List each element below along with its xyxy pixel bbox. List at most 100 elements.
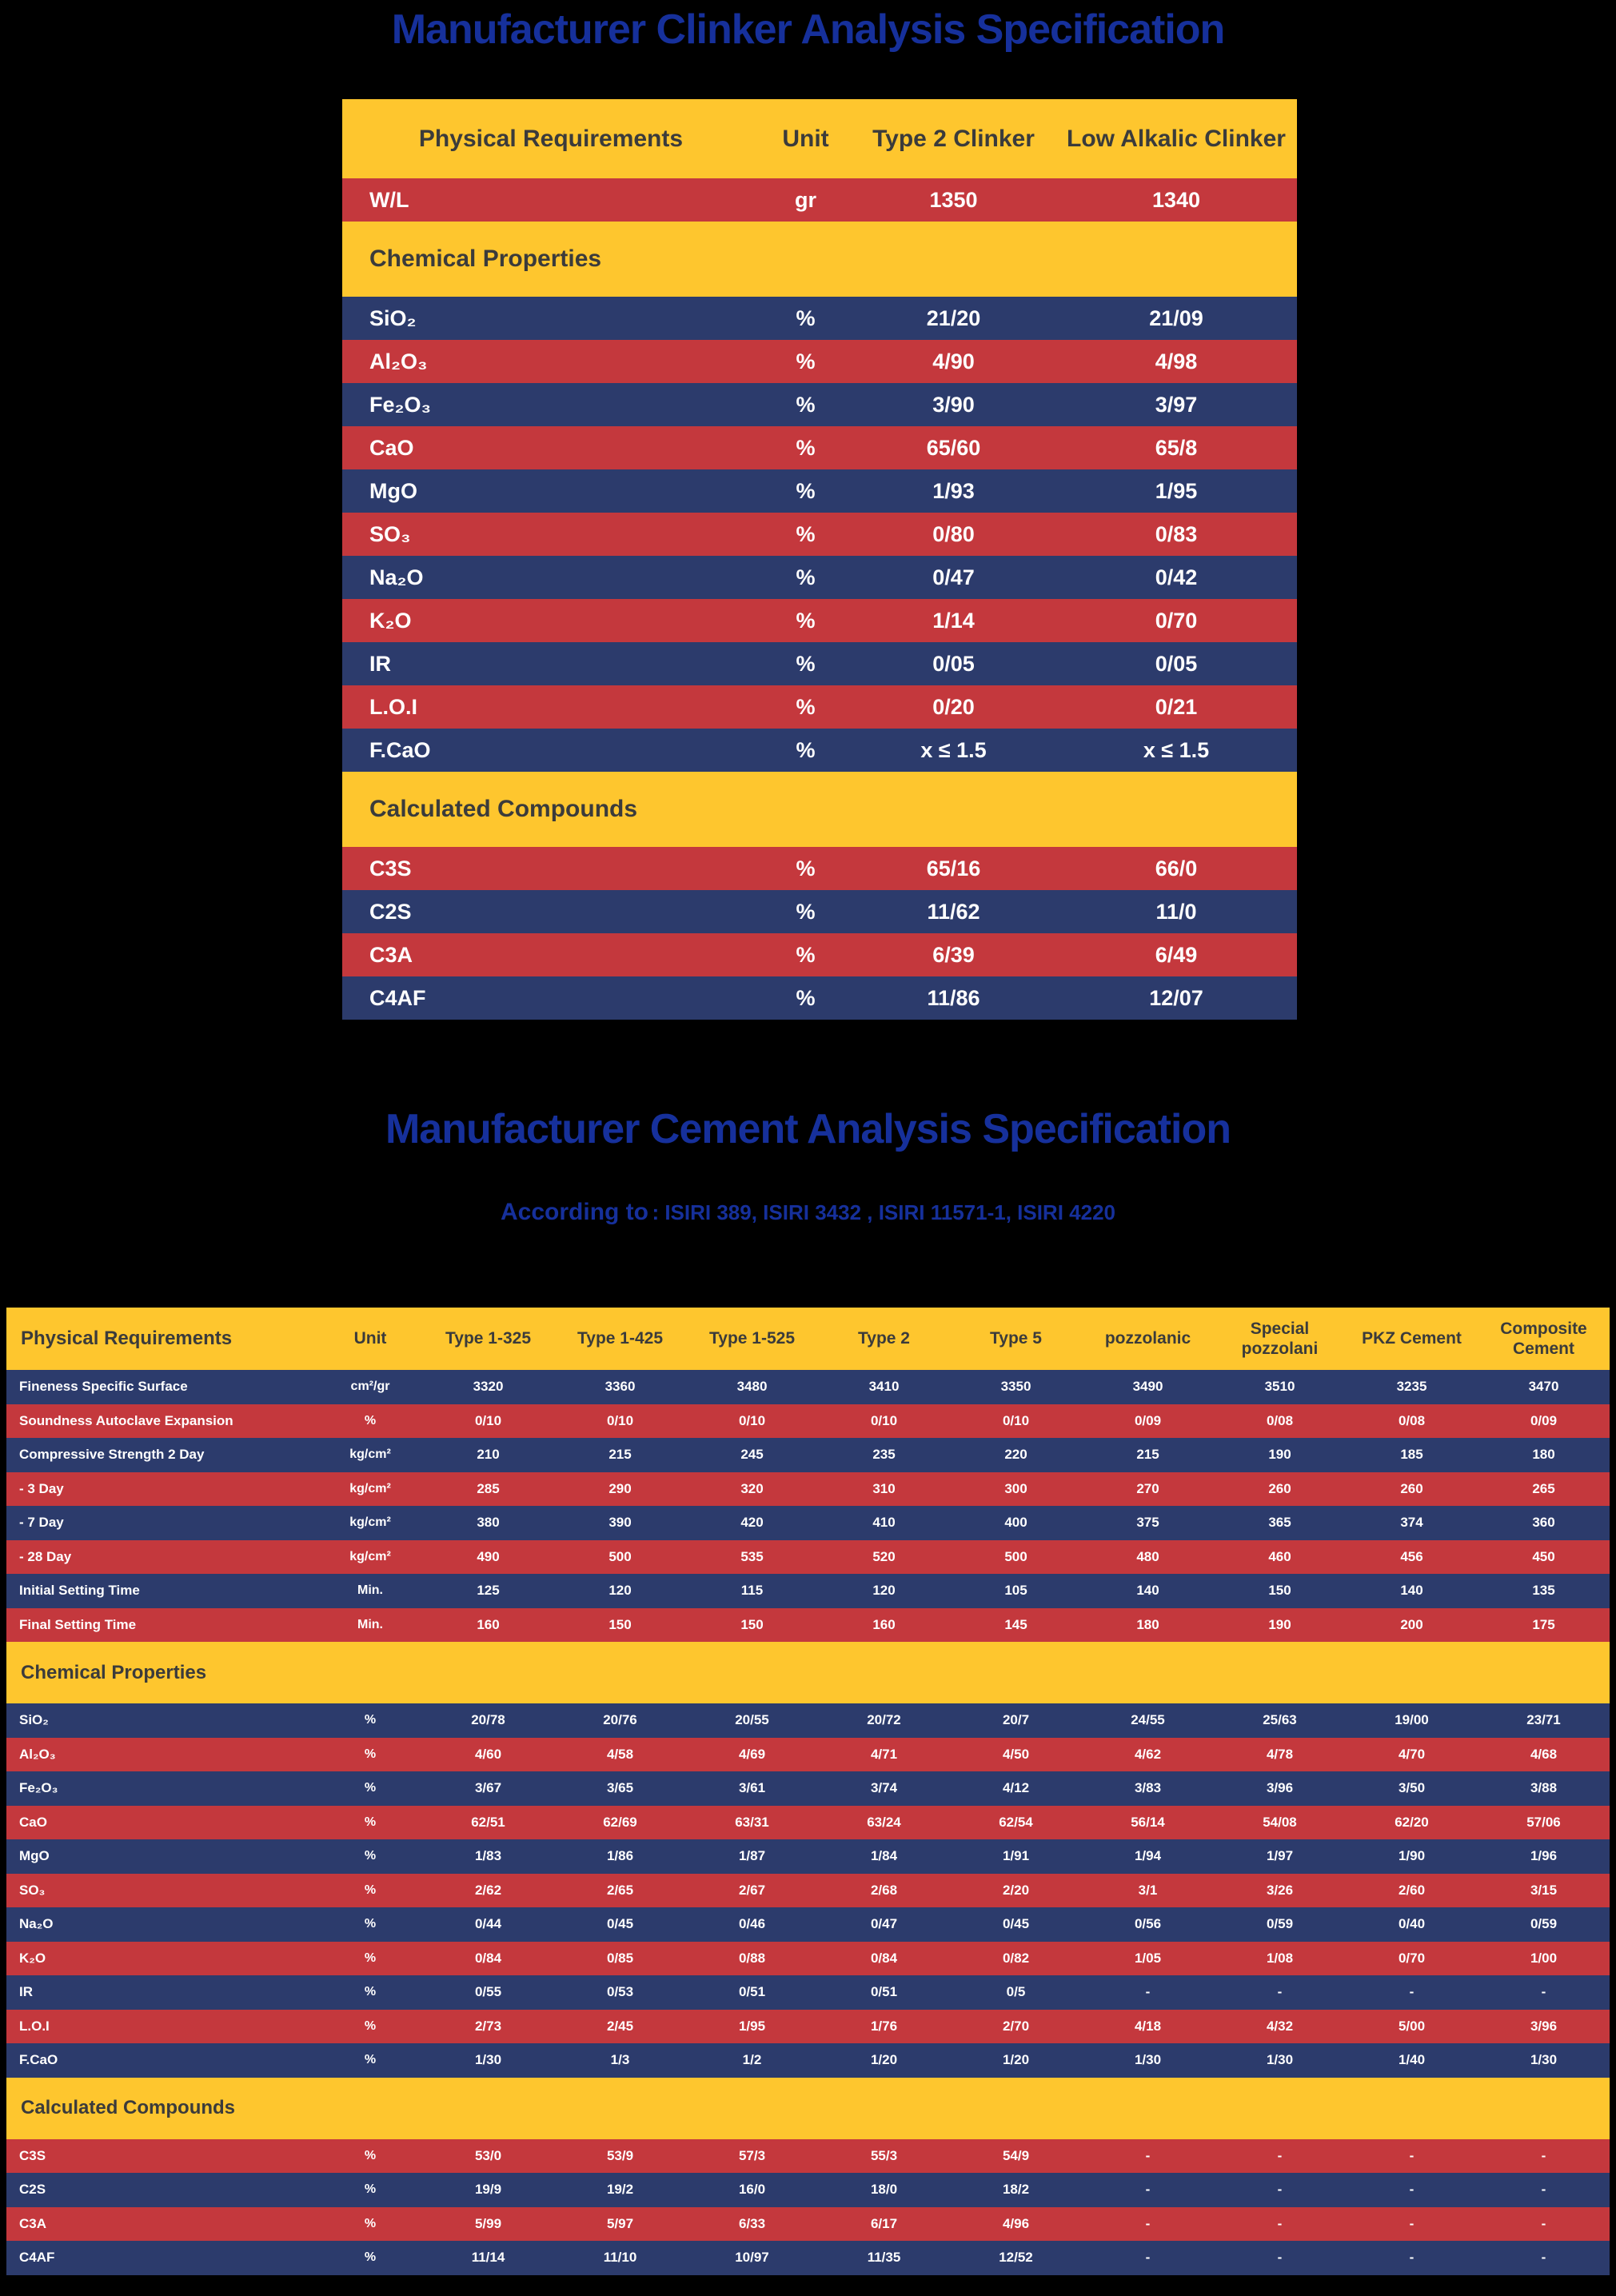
- table-row: C3S% 65/16 66/0: [342, 847, 1297, 890]
- row-label: L.O.I: [369, 694, 417, 719]
- row-value: 1/86: [606, 1848, 634, 1864]
- row-value: 1/14: [932, 608, 975, 633]
- row-value: x ≤ 1.5: [1143, 737, 1210, 762]
- row-value: 265: [1532, 1480, 1555, 1496]
- table-row: K₂O% 1/14 0/70: [342, 599, 1297, 642]
- row-value: 3320: [473, 1379, 504, 1395]
- row-value: 0/09: [1530, 1412, 1558, 1428]
- column-header: Type 1-325: [445, 1329, 531, 1348]
- row-value: 19/9: [474, 2182, 502, 2198]
- row-value: -: [1409, 2250, 1414, 2266]
- table-row: SO₃% 0/80 0/83: [342, 513, 1297, 556]
- row-value: 19/2: [606, 2182, 634, 2198]
- row-value: 0/20: [932, 694, 975, 719]
- row-unit: %: [796, 435, 816, 460]
- row-value: 4/18: [1134, 2018, 1162, 2034]
- row-value: 6/49: [1155, 942, 1198, 967]
- row-value: 4/71: [870, 1746, 898, 1762]
- row-value: 1/30: [1530, 2052, 1558, 2068]
- table-row: CaO% 62/51 62/69 63/31 63/24 62/54 56/14 54/08 6…: [6, 1805, 1610, 1839]
- row-value: 4/78: [1266, 1746, 1294, 1762]
- row-unit: %: [796, 392, 816, 417]
- row-value: 21/20: [926, 305, 981, 330]
- row-label: CaO: [369, 435, 414, 460]
- row-value: 1350: [929, 187, 978, 212]
- table-row: C3S% 53/0 53/9 57/3 55/3 54/9 - - - -: [6, 2138, 1610, 2173]
- column-header: Type 2: [858, 1329, 910, 1348]
- row-value: 400: [1004, 1515, 1027, 1531]
- row-value: 20/72: [867, 1712, 901, 1728]
- row-value: 360: [1532, 1515, 1555, 1531]
- row-value: 0/53: [606, 1984, 634, 2000]
- row-unit: %: [796, 856, 816, 880]
- row-value: 490: [477, 1548, 500, 1564]
- row-value: 3360: [605, 1379, 636, 1395]
- row-label: IR: [369, 651, 391, 676]
- table-row: K₂O% 0/84 0/85 0/88 0/84 0/82 1/05 1/08 0/70 1/00: [6, 1941, 1610, 1975]
- row-value: 380: [477, 1515, 500, 1531]
- row-value: 2/62: [474, 1882, 502, 1898]
- row-unit: kg/cm²: [349, 1447, 391, 1462]
- row-value: 0/80: [932, 521, 975, 546]
- row-label: Al₂O₃: [369, 349, 428, 373]
- row-value: 19/00: [1395, 1712, 1429, 1728]
- row-value: 1/95: [1155, 478, 1198, 503]
- row-value: 410: [872, 1515, 896, 1531]
- row-value: 20/7: [1002, 1712, 1030, 1728]
- table-row: Fineness Specific Surface cm²/gr 3320 3360 3…: [6, 1370, 1610, 1404]
- table-row: F.CaO% x ≤ 1.5 x ≤ 1.5: [342, 729, 1297, 772]
- row-value: -: [1409, 2215, 1414, 2231]
- row-label: C3A: [369, 942, 413, 967]
- row-value: 1/76: [870, 2018, 898, 2034]
- row-value: 4/58: [606, 1746, 634, 1762]
- table-row: MgO% 1/93 1/95: [342, 469, 1297, 513]
- row-value: -: [1277, 2147, 1283, 2163]
- row-value: 65/8: [1155, 435, 1198, 460]
- row-label: C2S: [19, 2182, 46, 2198]
- row-unit: %: [796, 985, 816, 1010]
- table-row: SO₃% 2/62 2/65 2/67 2/68 2/20 3/1 3/26 2/60 3/15: [6, 1873, 1610, 1907]
- row-value: 180: [1136, 1616, 1159, 1632]
- row-value: 3510: [1264, 1379, 1295, 1395]
- table-row: - 28 Day kg/cm² 490 500 535 520 500 480 460 456 45…: [6, 1539, 1610, 1574]
- row-value: 520: [872, 1548, 896, 1564]
- row-label: CaO: [19, 1814, 47, 1830]
- row-value: 456: [1400, 1548, 1423, 1564]
- row-value: 4/32: [1266, 2018, 1294, 2034]
- table-row: Fe₂O₃% 3/90 3/97: [342, 383, 1297, 426]
- column-header: PKZ Cement: [1362, 1329, 1462, 1348]
- row-value: 16/0: [738, 2182, 766, 2198]
- row-value: 3/50: [1398, 1780, 1426, 1796]
- row-value: 55/3: [870, 2147, 898, 2163]
- row-value: 11/62: [927, 899, 980, 924]
- row-value: 285: [477, 1480, 500, 1496]
- row-value: 0/21: [1155, 694, 1198, 719]
- row-value: -: [1541, 2215, 1546, 2231]
- row-value: 260: [1400, 1480, 1423, 1496]
- column-header: Low Alkalic Clinker: [1067, 125, 1286, 152]
- row-value: 310: [872, 1480, 896, 1496]
- row-label: C2S: [369, 899, 412, 924]
- row-value: 2/70: [1002, 2018, 1030, 2034]
- row-value: 66/0: [1155, 856, 1198, 880]
- row-value: 4/68: [1530, 1746, 1558, 1762]
- row-value: 6/17: [870, 2215, 898, 2231]
- cement-physical-rows: Fineness Specific Surface cm²/gr 3320 3360 3…: [6, 1370, 1610, 1642]
- column-header: Unit: [353, 1329, 387, 1348]
- row-value: 0/84: [870, 1950, 898, 1966]
- row-value: 1/96: [1530, 1848, 1558, 1864]
- row-value: 25/63: [1263, 1712, 1297, 1728]
- column-header: pozzolanic: [1104, 1329, 1191, 1348]
- row-label: - 7 Day: [19, 1515, 64, 1531]
- row-value: 500: [1004, 1548, 1027, 1564]
- row-value: 3/88: [1530, 1780, 1558, 1796]
- row-value: -: [1145, 2147, 1151, 2163]
- row-value: 1/05: [1134, 1950, 1162, 1966]
- row-value: 1/40: [1398, 2052, 1426, 2068]
- row-unit: %: [364, 1781, 377, 1795]
- row-unit: Min.: [357, 1617, 383, 1631]
- row-value: 160: [477, 1616, 500, 1632]
- row-value: 63/24: [867, 1814, 901, 1830]
- row-value: 0/42: [1155, 565, 1198, 589]
- row-value: 5/00: [1398, 2018, 1426, 2034]
